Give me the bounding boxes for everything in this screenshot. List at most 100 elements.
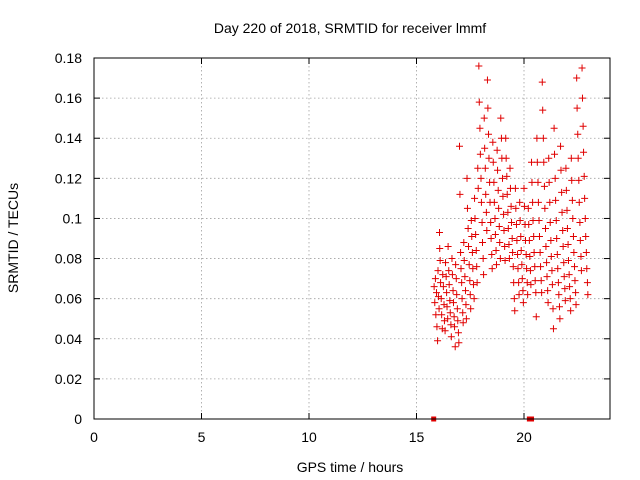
data-point [565, 257, 573, 265]
data-point [584, 291, 592, 299]
data-point [547, 237, 555, 245]
data-point [494, 186, 502, 194]
data-point [496, 255, 504, 263]
data-point [487, 235, 495, 242]
data-point [453, 305, 461, 313]
data-points [430, 62, 592, 422]
data-point [580, 148, 588, 156]
data-point [477, 174, 485, 182]
data-point [469, 265, 477, 273]
data-point [573, 104, 581, 112]
data-point [503, 172, 511, 180]
data-point [433, 323, 441, 331]
data-point [489, 138, 497, 146]
data-point [437, 279, 445, 287]
y-tick-label: 0.06 [55, 291, 82, 307]
data-point [461, 273, 469, 281]
data-point [574, 130, 582, 138]
data-point [466, 277, 474, 285]
data-point [434, 337, 442, 345]
data-point [456, 190, 464, 198]
y-tick-label: 0.1 [63, 210, 83, 226]
data-point [463, 174, 471, 182]
data-point [467, 216, 475, 224]
data-point [574, 154, 582, 162]
data-point [444, 243, 452, 251]
data-point [458, 295, 466, 303]
data-point [576, 237, 584, 245]
data-point [504, 224, 512, 232]
data-point [545, 178, 553, 186]
data-point [567, 307, 575, 315]
data-point [580, 172, 588, 180]
data-point [436, 228, 444, 236]
data-point [577, 267, 585, 275]
data-point [534, 178, 542, 186]
data-point [482, 190, 490, 198]
data-point [472, 247, 480, 255]
data-point [579, 122, 587, 130]
data-point [509, 249, 517, 257]
data-point [464, 224, 472, 232]
data-point [462, 301, 470, 309]
data-point [565, 271, 573, 279]
data-point [561, 297, 569, 305]
data-point [495, 222, 503, 230]
data-point [491, 230, 499, 238]
data-point [583, 279, 591, 287]
data-point [567, 154, 575, 162]
data-point [544, 287, 552, 295]
data-point [544, 299, 552, 307]
data-point [500, 210, 508, 218]
data-point [479, 239, 487, 247]
data-point [549, 305, 557, 313]
data-point [555, 303, 563, 311]
data-point [434, 267, 442, 275]
data-point [546, 198, 554, 206]
data-point [528, 178, 536, 186]
data-point [575, 176, 583, 184]
data-point [471, 214, 479, 222]
data-point [496, 239, 504, 247]
data-point [453, 291, 461, 299]
data-point [515, 279, 523, 287]
y-axis-label: SRMTID / TECUs [5, 183, 21, 293]
data-point [535, 232, 543, 240]
data-point [449, 299, 457, 307]
data-point [435, 305, 443, 313]
data-point [561, 285, 569, 293]
data-point [474, 164, 482, 172]
data-point [526, 267, 534, 275]
data-point [501, 257, 509, 265]
data-point [508, 218, 516, 226]
data-point [569, 214, 577, 222]
data-point [543, 259, 551, 267]
x-tick-label: 20 [516, 429, 532, 445]
data-point [481, 164, 489, 172]
data-point [582, 232, 590, 240]
data-point [581, 214, 589, 222]
data-point [465, 243, 473, 251]
data-point [568, 176, 576, 184]
data-point [522, 251, 530, 259]
data-point [481, 144, 489, 152]
data-point [436, 245, 444, 253]
data-point [578, 94, 586, 102]
data-point [551, 174, 559, 182]
x-tick-label: 0 [90, 429, 98, 445]
data-point [487, 218, 495, 226]
data-point [538, 78, 546, 86]
data-point [563, 206, 571, 214]
data-point [525, 237, 533, 245]
data-point [454, 329, 462, 337]
data-point [568, 196, 576, 204]
data-point [445, 281, 453, 289]
data-point [560, 273, 568, 281]
data-point [441, 327, 449, 335]
x-tick-labels: 0 5 10 15 20 [90, 429, 532, 445]
data-point [457, 249, 465, 257]
data-point [448, 255, 456, 263]
data-point [455, 339, 463, 347]
data-point [471, 194, 479, 202]
data-point [553, 235, 561, 242]
